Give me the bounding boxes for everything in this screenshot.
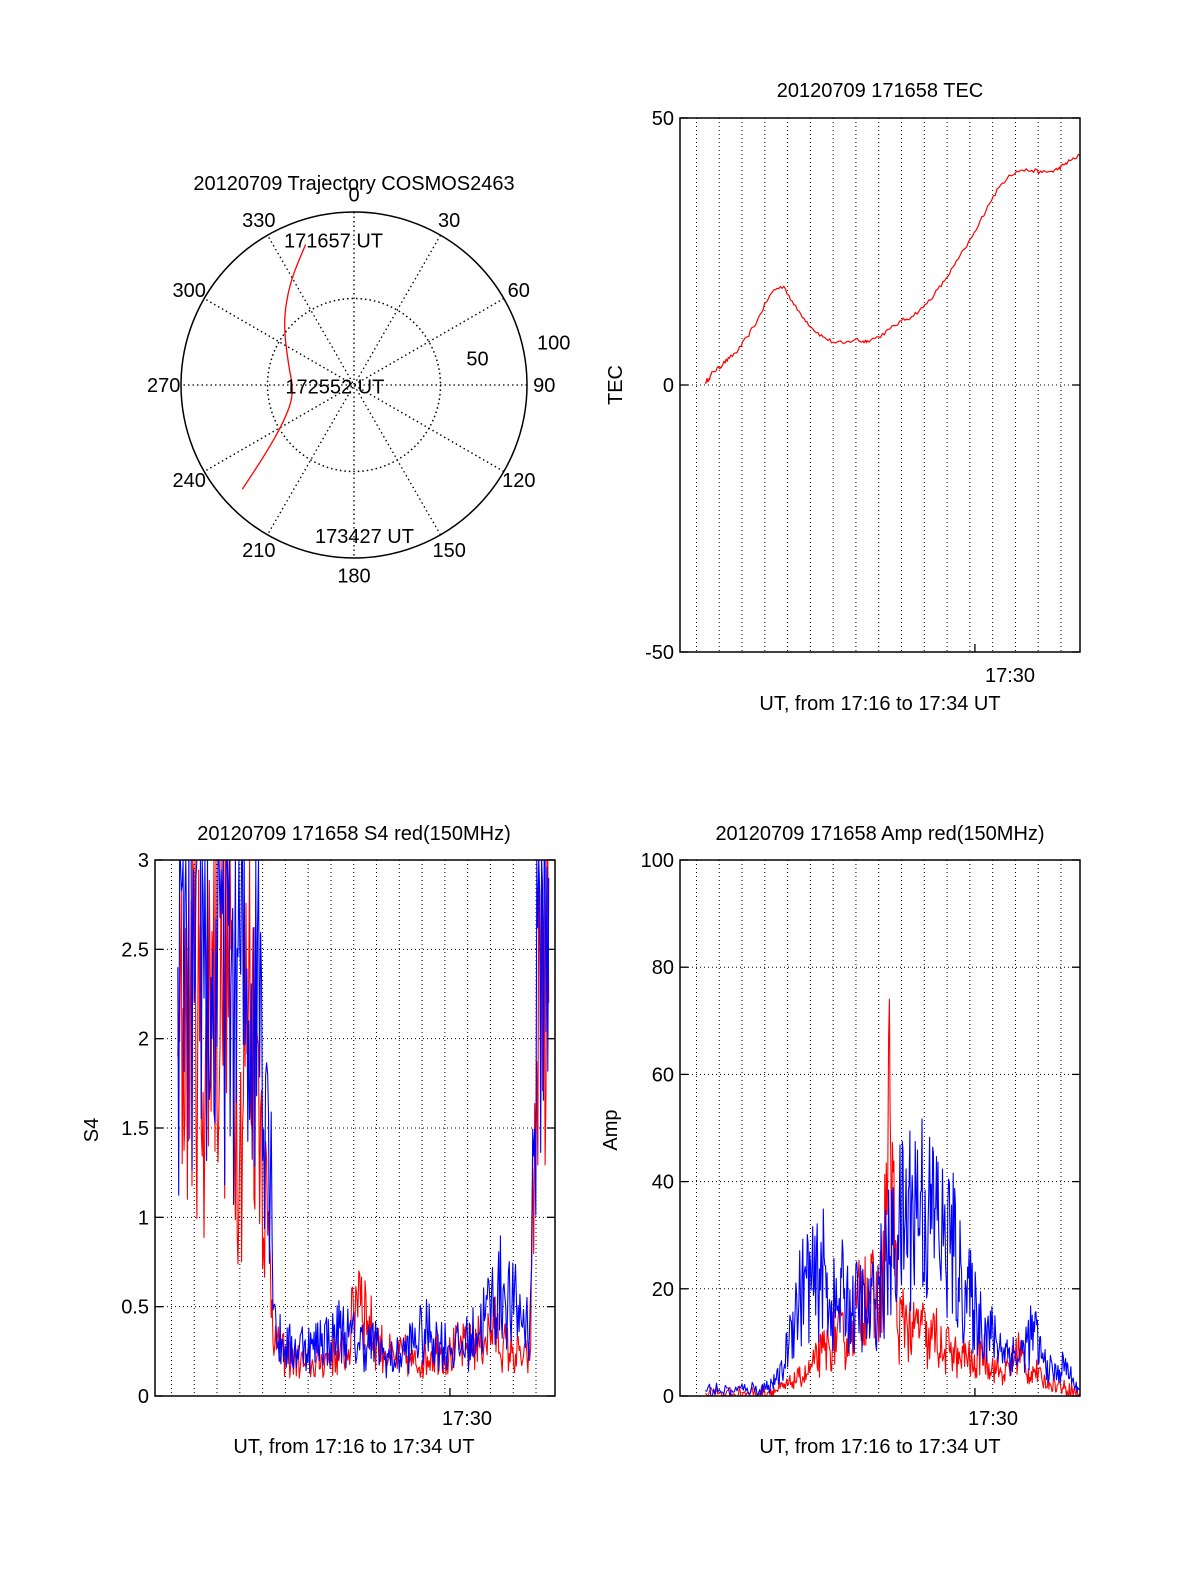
amp-ytick-label: 80 (652, 957, 674, 979)
s4-xtick-label: 17:30 (442, 1408, 492, 1430)
amp-ytick-label: 20 (652, 1279, 674, 1301)
tec-chart: 20120709 171658 TEC 17:30 UT, from 17:16… (605, 80, 1081, 715)
s4-xlabel: UT, from 17:16 to 17:34 UT (233, 1436, 474, 1458)
azimuth-label-180: 180 (337, 565, 370, 587)
azimuth-label-150: 150 (432, 540, 465, 562)
track-time-label: 171657 UT (284, 230, 383, 252)
s4-ytick-label: 3 (138, 850, 149, 872)
azimuth-label-30: 30 (438, 210, 460, 232)
azimuth-label-330: 330 (242, 210, 275, 232)
s4-ylabel: S4 (81, 1118, 103, 1142)
amp-title: 20120709 171658 Amp red(150MHz) (715, 823, 1044, 845)
tec-xtick-label: 17:30 (985, 665, 1035, 687)
amp-plot-frame (679, 859, 1081, 1397)
s4-series-red (177, 859, 550, 1379)
azimuth-label-90: 90 (533, 375, 555, 397)
azimuth-label-60: 60 (508, 280, 530, 302)
amp-series-red (704, 998, 1081, 1397)
amp-ytick-label: 100 (641, 850, 674, 872)
s4-ytick-label: 2.5 (121, 939, 149, 961)
track-time-label: 173427 UT (315, 526, 414, 548)
polar-spoke-30 (266, 234, 442, 536)
tec-title: 20120709 171658 TEC (777, 80, 983, 102)
polar-spoke-60 (203, 297, 505, 473)
azimuth-labels: 0 30 60 90 120 150 180 210 240 270 300 330 (147, 185, 555, 588)
amp-xlabel: UT, from 17:16 to 17:34 UT (759, 1436, 1000, 1458)
amp-xtick-label: 17:30 (968, 1408, 1018, 1430)
azimuth-label-270: 270 (147, 375, 180, 397)
tec-series-red (704, 153, 1081, 384)
track-time-label: 172552 UT (285, 376, 384, 398)
track-time-labels: 171657 UT 172552 UT 173427 UT (284, 230, 414, 548)
azimuth-label-240: 240 (173, 470, 206, 492)
s4-series-blue (177, 859, 550, 1379)
elevation-label-50: 50 (466, 349, 488, 371)
azimuth-label-210: 210 (242, 540, 275, 562)
polar-spoke-150 (266, 234, 442, 536)
s4-title: 20120709 171658 S4 red(150MHz) (197, 823, 511, 845)
s4-chart: 20120709 171658 S4 red(150MHz) 17:30 UT,… (81, 823, 556, 1458)
satellite-track (241, 244, 307, 490)
trajectory-polar-plot: 20120709 Trajectory COSMOS2463 0 30 60 90 12… (147, 173, 570, 587)
polar-spokes (181, 212, 527, 558)
amp-ytick-label: 40 (652, 1172, 674, 1194)
amp-ytick-label: 0 (663, 1386, 674, 1408)
azimuth-label-0: 0 (348, 185, 359, 207)
polar-spoke-120 (203, 297, 505, 473)
s4-ytick-label: 1 (138, 1207, 149, 1229)
amp-series-blue (705, 1118, 1081, 1397)
trajectory-track-line (241, 244, 307, 490)
tec-ytick-label: -50 (645, 642, 674, 664)
s4-ytick-label: 0 (138, 1386, 149, 1408)
elevation-labels: 50 100 (466, 333, 570, 371)
tec-ytick-label: 0 (663, 375, 674, 397)
amp-chart: 20120709 171658 Amp red(150MHz) 17:30 UT… (600, 823, 1081, 1458)
s4-ytick-label: 1.5 (121, 1118, 149, 1140)
tec-ylabel: TEC (605, 365, 627, 405)
amp-ylabel: Amp (600, 1109, 622, 1150)
s4-ytick-label: 2 (138, 1029, 149, 1051)
tec-xlabel: UT, from 17:16 to 17:34 UT (759, 693, 1000, 715)
amp-ytick-label: 60 (652, 1064, 674, 1086)
s4-ytick-label: 0.5 (121, 1297, 149, 1319)
azimuth-label-300: 300 (173, 280, 206, 302)
trajectory-title: 20120709 Trajectory COSMOS2463 (193, 173, 514, 195)
azimuth-label-120: 120 (502, 470, 535, 492)
elevation-label-100: 100 (537, 333, 570, 355)
tec-ytick-label: 50 (652, 108, 674, 130)
